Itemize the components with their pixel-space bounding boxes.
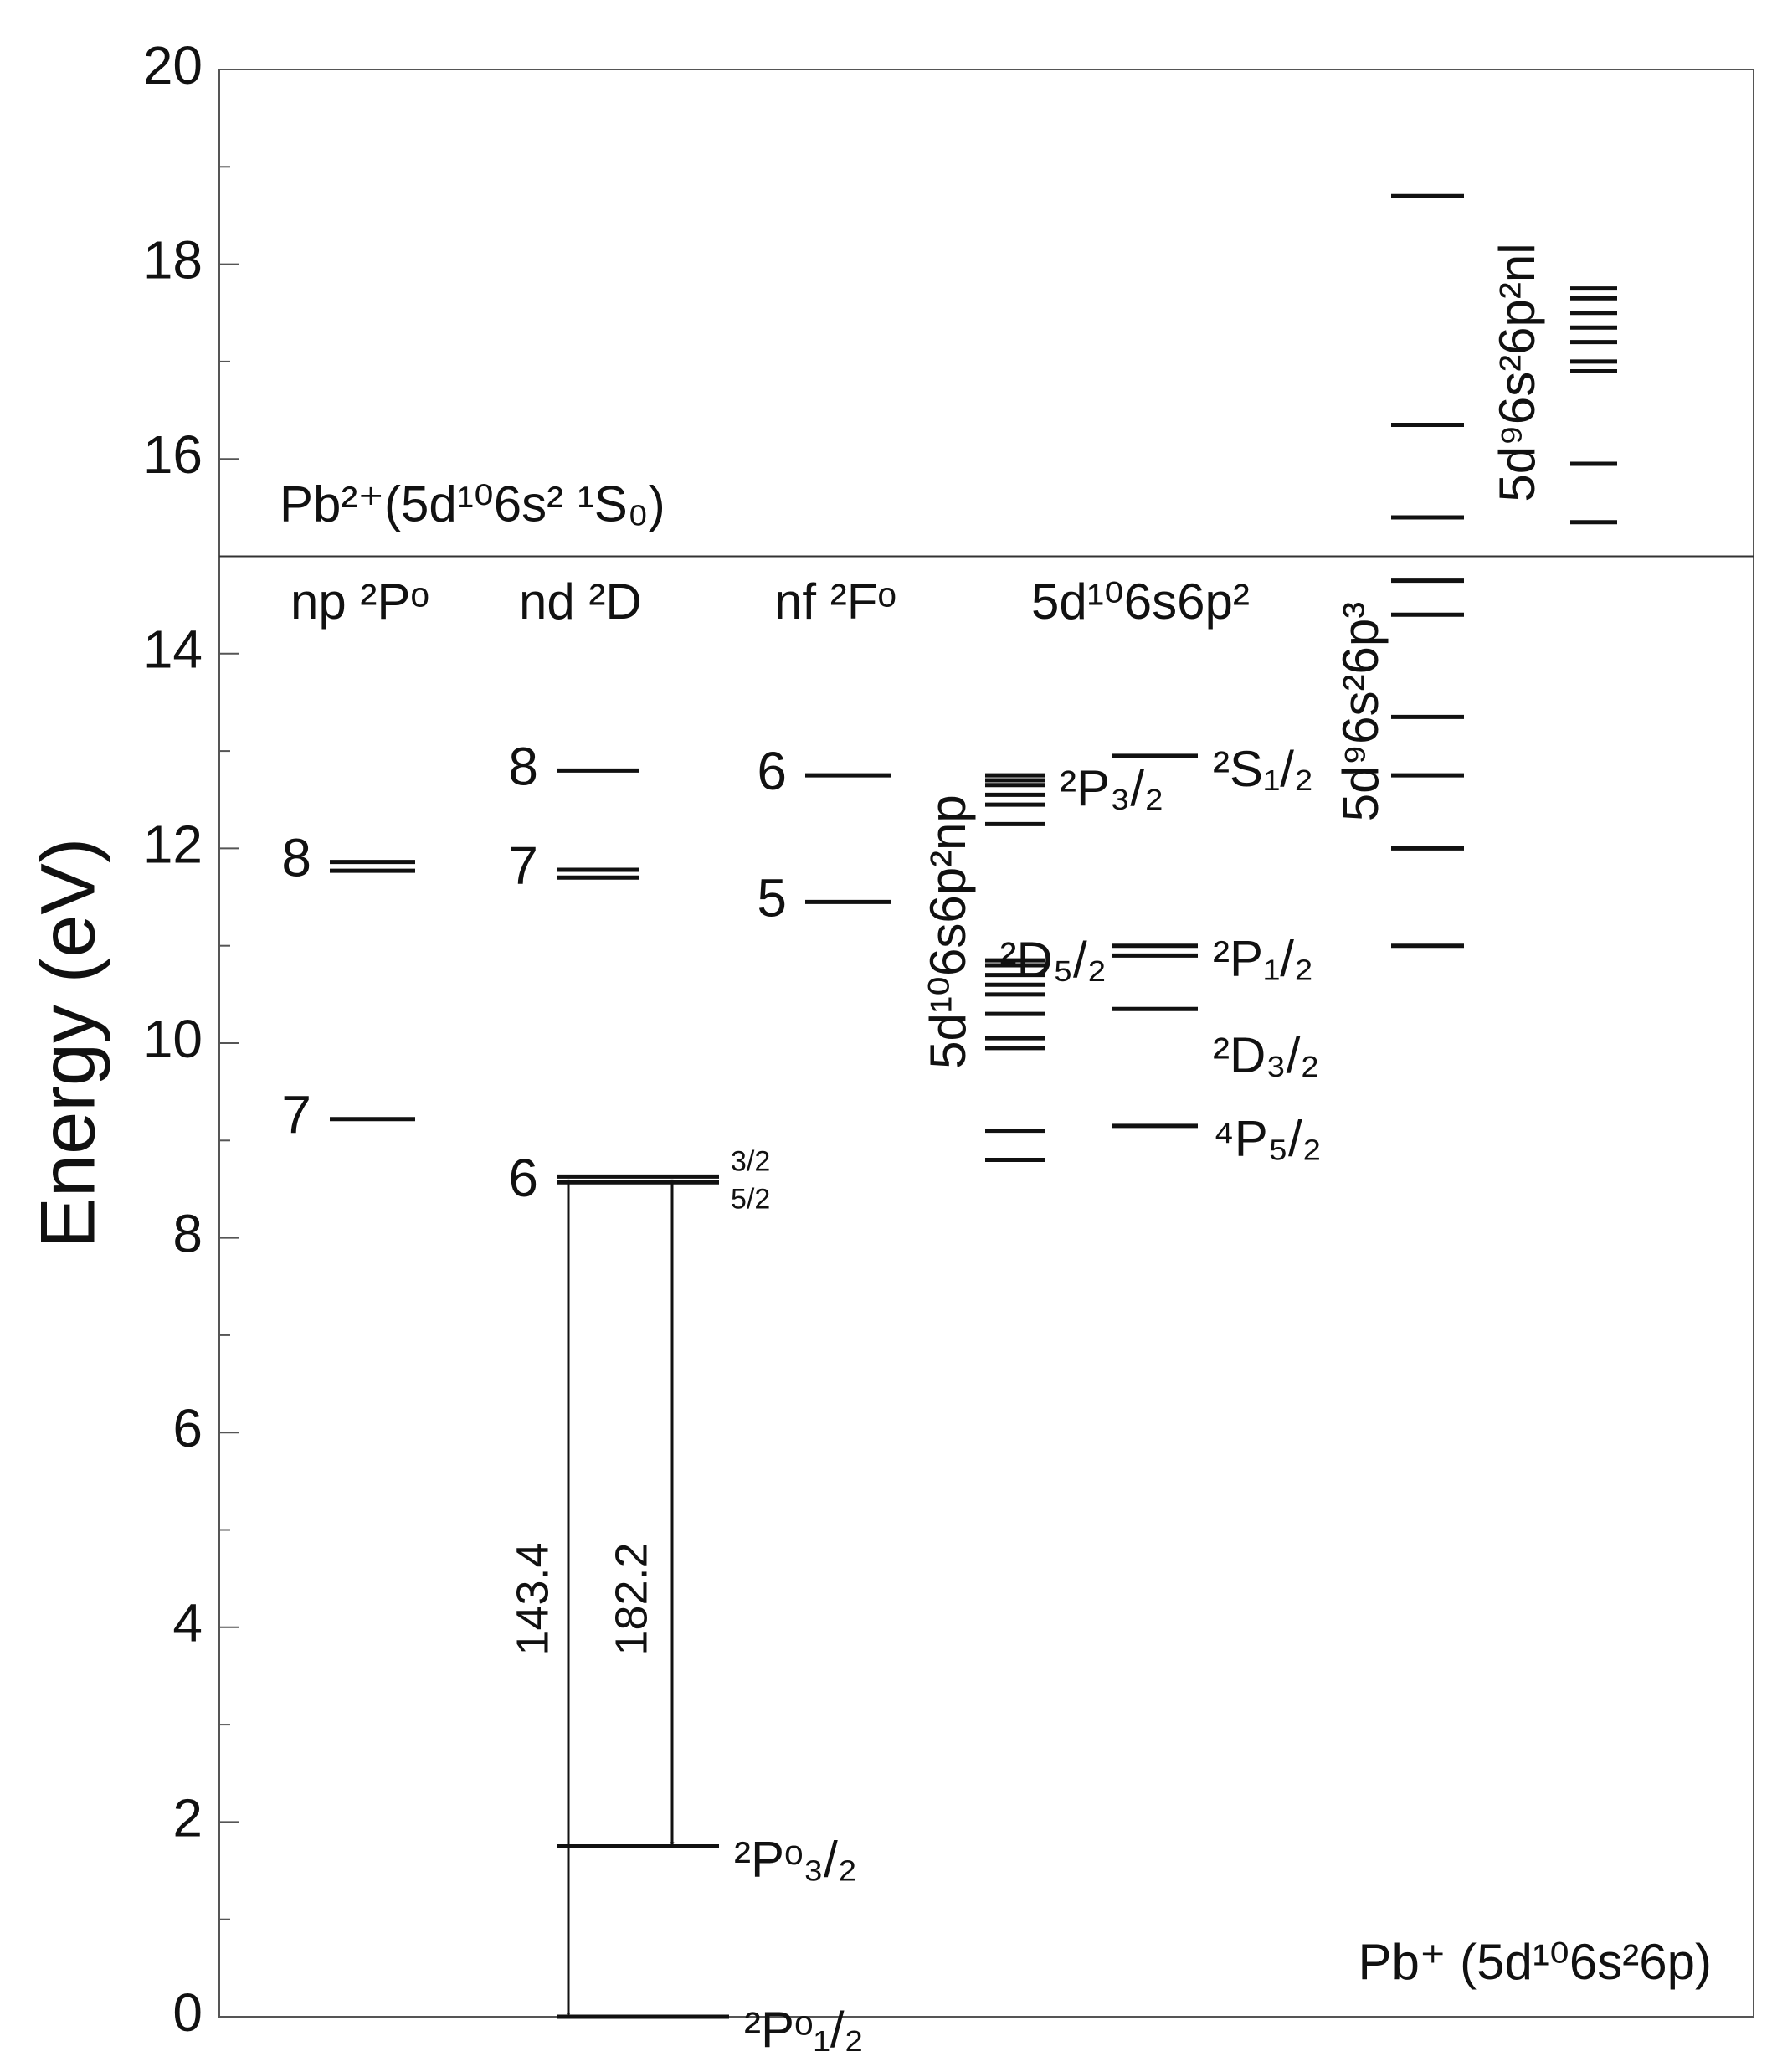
level-label: 7	[281, 1085, 311, 1145]
level-label: ²Pᵒ₃/₂	[734, 1831, 857, 1887]
level-label: 5	[757, 867, 787, 928]
column-name: nd ²D	[519, 573, 642, 630]
column-name: nf ²Fᵒ	[774, 573, 896, 630]
column-name: np ²Pᵒ	[290, 573, 429, 630]
y-tick-label: 20	[143, 35, 203, 95]
level-label: ²S₁/₂	[1213, 741, 1313, 797]
y-tick-label: 16	[143, 424, 203, 485]
y-tick-label: 2	[172, 1787, 203, 1848]
column-name: Pb⁺ (5d¹⁰6s²6p)	[1358, 1934, 1712, 1990]
y-tick-label: 4	[172, 1593, 203, 1653]
y-tick-label: 12	[143, 814, 203, 874]
level-label: 5/2	[731, 1183, 770, 1215]
level-label: 8	[508, 736, 538, 796]
y-tick-label: 8	[172, 1204, 203, 1264]
y-tick-label: 18	[143, 230, 203, 290]
y-tick-label: 14	[143, 620, 203, 680]
level-label: ²D₃/₂	[1213, 1027, 1320, 1083]
transition-label: 143.4	[507, 1542, 557, 1655]
column-name: 5d¹⁰6s6p²np	[920, 794, 976, 1069]
column-name: 5d⁹6s²6p³	[1333, 602, 1389, 822]
limit-label: Pb²⁺(5d¹⁰6s² ¹S₀)	[280, 476, 665, 532]
level-label: ²D₅/₂	[1000, 932, 1107, 988]
level-label: ²P₃/₂	[1060, 760, 1163, 816]
level-label: 3/2	[731, 1145, 770, 1177]
level-label: 7	[508, 835, 538, 896]
y-tick-label: 6	[172, 1398, 203, 1458]
transition-label: 182.2	[606, 1542, 656, 1655]
level-label: ²Pᵒ₁/₂	[744, 2002, 864, 2058]
level-label: 6	[757, 741, 787, 801]
column-name: 5d¹⁰6s6p²	[1031, 573, 1250, 630]
column-name: 5d⁹6s²6p²nl	[1489, 243, 1545, 501]
y-axis-label: Energy (eV)	[25, 838, 110, 1249]
level-label: ²P₁/₂	[1213, 931, 1313, 987]
level-label: 6	[508, 1148, 538, 1208]
y-tick-label: 10	[143, 1009, 203, 1069]
level-label: 8	[281, 828, 311, 888]
y-tick-label: 0	[172, 1982, 203, 2043]
level-label: ⁴P₅/₂	[1213, 1111, 1322, 1167]
